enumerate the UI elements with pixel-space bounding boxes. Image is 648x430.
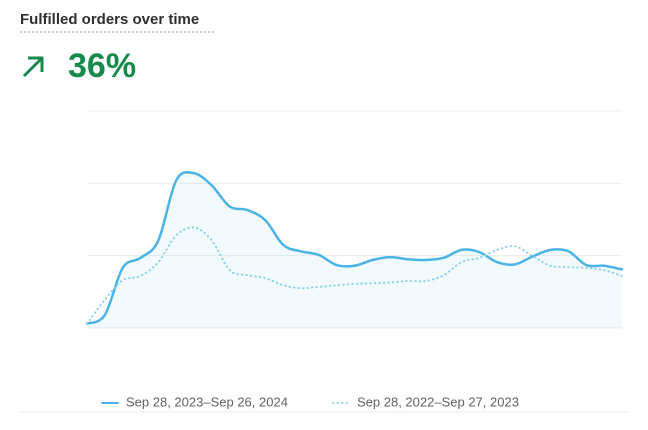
area (87, 172, 622, 328)
legend-label: Sep 28, 2023–Sep 26, 2024 (126, 394, 288, 409)
legend-label: Sep 28, 2022–Sep 27, 2023 (357, 394, 519, 409)
change-value: 36% (68, 47, 136, 85)
series-line (85, 170, 624, 325)
trend-arrow (22, 56, 44, 78)
chart-title: Fulfilled orders over time (20, 11, 199, 28)
series-line (86, 226, 623, 325)
